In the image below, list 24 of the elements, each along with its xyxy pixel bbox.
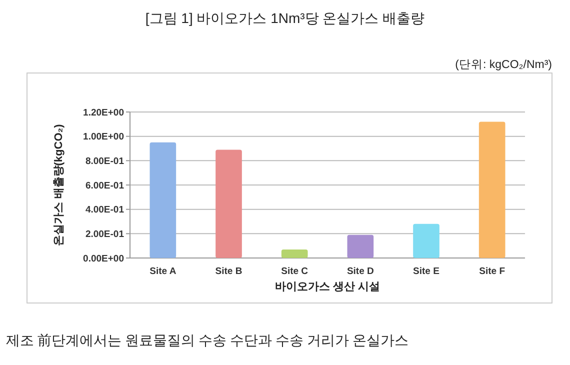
y-tick-label: 2.00E-01 [85,228,125,240]
x-tick-label: Site E [413,266,440,277]
bar [216,150,242,258]
bar [478,122,506,258]
y-tick-label: 6.00E-01 [85,180,125,192]
x-tick-label: Site F [479,266,506,277]
y-tick-label: 4.00E-01 [85,204,125,216]
chart-subtitle: (단위: kgCO₂/Nm³) [455,59,552,71]
x-tick-label: Site C [281,266,308,277]
text: 제조 前단계에서는 원료물질의 수송 수단과 수송 거리가 온실가스 [6,333,408,349]
x-tick-label: Site B [215,266,242,277]
bar [281,249,308,258]
bar [413,224,440,258]
x-tick-label: Site A [150,266,176,277]
x-tick-label: Site D [346,266,374,277]
bar [150,142,176,258]
y-tick-label: 0.00E+00 [83,253,124,264]
chart-title: [그림 1] 바이오가스 1Nm³당 온실가스 배출량 [145,10,425,26]
x-axis-title: 바이오가스 생산 시설 [274,281,380,293]
y-axis-title: 온실가스 배출량(kgCO₂) [53,124,65,246]
y-tick-label: 8.00E-01 [85,156,125,167]
y-tick-label: 1.00E+00 [83,132,124,143]
y-tick-label: 1.20E+00 [83,107,124,118]
bar [347,234,374,258]
